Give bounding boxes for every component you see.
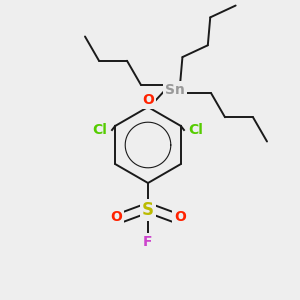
Text: Cl: Cl	[189, 123, 203, 137]
Text: F: F	[143, 235, 153, 249]
Text: O: O	[142, 93, 154, 107]
Text: O: O	[110, 210, 122, 224]
Text: Cl: Cl	[93, 123, 107, 137]
Text: Sn: Sn	[165, 83, 185, 97]
Text: S: S	[142, 201, 154, 219]
Text: O: O	[174, 210, 186, 224]
